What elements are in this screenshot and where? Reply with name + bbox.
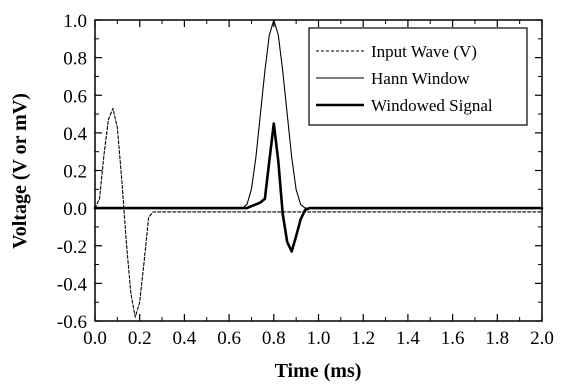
legend-box	[308, 27, 528, 126]
x-tick-label: 1.0	[307, 328, 331, 349]
x-tick-label: 1.6	[441, 328, 465, 349]
x-tick-label: 1.2	[351, 328, 375, 349]
y-tick-label: 0.0	[63, 199, 87, 220]
legend: Input Wave (V) Hann Window Windowed Signal	[308, 27, 528, 126]
x-tick-label: 1.8	[485, 328, 509, 349]
y-tick-label: 0.2	[63, 162, 87, 183]
x-tick-label: 1.4	[396, 328, 420, 349]
legend-label-2: Hann Window	[371, 69, 470, 88]
x-tick-label: 0.6	[217, 328, 241, 349]
x-axis-title: Time (ms)	[275, 360, 362, 382]
x-tick-label: 0.0	[83, 328, 107, 349]
y-tick-label: 0.4	[63, 124, 87, 145]
y-axis-title: Voltage (V or mV)	[9, 93, 31, 249]
y-tick-label: 0.8	[63, 49, 87, 70]
y-tick-label: 1.0	[63, 11, 87, 32]
x-tick-label: 0.4	[173, 328, 197, 349]
series-line-3	[93, 122, 544, 253]
x-tick-label: 0.2	[128, 328, 152, 349]
y-tick-label: -0.2	[57, 237, 87, 258]
legend-label-3: Windowed Signal	[371, 96, 493, 115]
y-tick-label: -0.6	[57, 312, 87, 333]
series-layer	[93, 19, 544, 318]
legend-label-1: Input Wave (V)	[371, 42, 477, 61]
y-tick-label: 0.6	[63, 86, 87, 107]
series-line-1	[94, 107, 543, 318]
x-tick-label: 2.0	[530, 328, 554, 349]
y-tick-label: -0.4	[57, 274, 88, 295]
x-tick-label: 0.8	[262, 328, 286, 349]
axes-layer: 0.0 0.2 0.4 0.6 0.8 1.0 1.2 1.4 1.6 1.8 2.0 -0.6 -0.…	[57, 11, 554, 349]
